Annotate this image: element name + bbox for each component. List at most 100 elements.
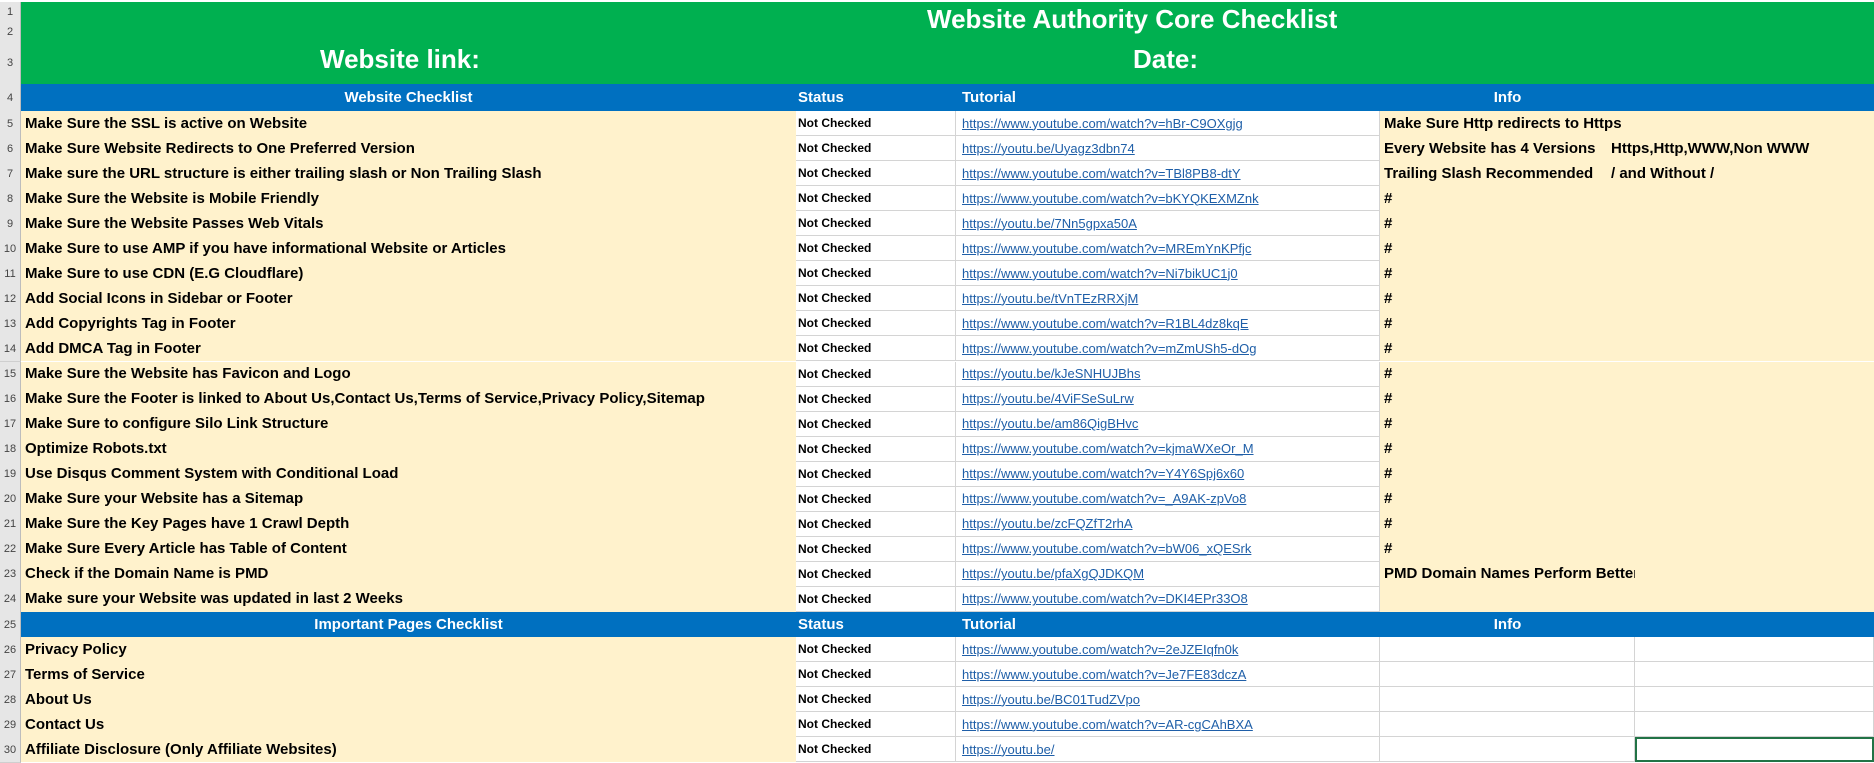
info-cell[interactable] [1380, 586, 1635, 612]
checklist-item[interactable]: Affiliate Disclosure (Only Affiliate Web… [21, 737, 796, 763]
checklist-item[interactable]: Use Disqus Comment System with Condition… [21, 461, 796, 487]
row-header[interactable]: 24 [0, 586, 21, 613]
row-header[interactable]: 29 [0, 712, 21, 739]
status-cell[interactable]: Not Checked [796, 687, 956, 713]
info-extra-cell[interactable] [1635, 386, 1874, 412]
info-cell[interactable]: # [1380, 486, 1635, 512]
info-extra-cell[interactable] [1635, 261, 1874, 287]
checklist-item[interactable]: Make Sure the Key Pages have 1 Crawl Dep… [21, 511, 796, 537]
row-header[interactable]: 30 [0, 737, 21, 763]
info-cell[interactable]: # [1380, 286, 1635, 312]
tutorial-link[interactable]: https://youtu.be/7Nn5gpxa50A [956, 211, 1380, 237]
info-cell[interactable] [1380, 712, 1635, 738]
row-header[interactable]: 15 [0, 361, 21, 388]
row-header[interactable]: 25 [0, 612, 21, 638]
info-extra-cell[interactable] [1635, 687, 1874, 713]
status-cell[interactable]: Not Checked [796, 211, 956, 237]
info-cell[interactable] [1380, 737, 1635, 763]
info-extra-cell[interactable] [1635, 737, 1874, 763]
status-cell[interactable]: Not Checked [796, 186, 956, 212]
info-extra-cell[interactable] [1635, 662, 1874, 688]
checklist-item[interactable]: Check if the Domain Name is PMD [21, 561, 796, 587]
tutorial-link[interactable]: https://www.youtube.com/watch?v=Y4Y6Spj6… [956, 461, 1380, 487]
checklist-item[interactable]: Make Sure Website Redirects to One Prefe… [21, 136, 796, 162]
checklist-item[interactable]: Make Sure the Website has Favicon and Lo… [21, 361, 796, 387]
row-header[interactable]: 6 [0, 136, 21, 163]
checklist-item[interactable]: About Us [21, 687, 796, 713]
info-cell[interactable]: # [1380, 361, 1635, 387]
tutorial-link[interactable]: https://www.youtube.com/watch?v=kjmaWXeO… [956, 436, 1380, 462]
tutorial-link[interactable]: https://www.youtube.com/watch?v=bW06_xQE… [956, 536, 1380, 562]
status-cell[interactable]: Not Checked [796, 461, 956, 487]
info-extra-cell[interactable] [1635, 561, 1874, 587]
info-cell[interactable]: # [1380, 311, 1635, 337]
tutorial-link[interactable]: https://www.youtube.com/watch?v=TBl8PB8-… [956, 161, 1380, 187]
row-header[interactable]: 9 [0, 211, 21, 238]
tutorial-link[interactable]: https://www.youtube.com/watch?v=bKYQKEXM… [956, 186, 1380, 212]
row-header[interactable]: 16 [0, 386, 21, 413]
row-header[interactable]: 18 [0, 436, 21, 463]
info-extra-cell[interactable] [1635, 436, 1874, 462]
row-header[interactable]: 19 [0, 461, 21, 488]
info-extra-cell[interactable] [1635, 311, 1874, 337]
info-cell[interactable]: # [1380, 261, 1635, 287]
tutorial-link[interactable]: https://www.youtube.com/watch?v=Je7FE83d… [956, 662, 1380, 688]
checklist-item[interactable]: Add Social Icons in Sidebar or Footer [21, 286, 796, 312]
row-header[interactable]: 28 [0, 687, 21, 714]
status-cell[interactable]: Not Checked [796, 311, 956, 337]
tutorial-link[interactable]: https://www.youtube.com/watch?v=_A9AK-zp… [956, 486, 1380, 512]
tutorial-link[interactable]: https://www.youtube.com/watch?v=Ni7bikUC… [956, 261, 1380, 287]
row-header[interactable]: 1 [0, 2, 21, 23]
status-cell[interactable]: Not Checked [796, 586, 956, 612]
status-cell[interactable]: Not Checked [796, 161, 956, 187]
info-extra-cell[interactable] [1635, 536, 1874, 562]
checklist-item[interactable]: Make Sure the Footer is linked to About … [21, 386, 796, 412]
info-cell[interactable]: PMD Domain Names Perform Better than EMD… [1380, 561, 1791, 587]
tutorial-link[interactable]: https://youtu.be/tVnTEzRRXjM [956, 286, 1380, 312]
info-extra-cell[interactable] [1635, 712, 1874, 738]
info-extra-cell[interactable] [1635, 136, 1874, 162]
status-cell[interactable]: Not Checked [796, 136, 956, 162]
checklist-item[interactable]: Make Sure the SSL is active on Website [21, 111, 796, 136]
checklist-item[interactable]: Privacy Policy [21, 637, 796, 663]
status-cell[interactable]: Not Checked [796, 236, 956, 262]
info-cell[interactable]: # [1380, 336, 1635, 362]
status-cell[interactable]: Not Checked [796, 261, 956, 287]
tutorial-link[interactable]: https://www.youtube.com/watch?v=DKI4EPr3… [956, 586, 1380, 612]
info-extra-cell[interactable] [1635, 637, 1874, 663]
checklist-item[interactable]: Terms of Service [21, 662, 796, 688]
checklist-item[interactable]: Make Sure Every Article has Table of Con… [21, 536, 796, 562]
row-header[interactable]: 13 [0, 311, 21, 338]
status-cell[interactable]: Not Checked [796, 286, 956, 312]
row-header[interactable]: 22 [0, 536, 21, 563]
info-extra-cell[interactable] [1635, 586, 1874, 612]
info-cell[interactable]: Make Sure Http redirects to Https [1380, 111, 1635, 136]
row-header[interactable]: 12 [0, 286, 21, 313]
tutorial-link[interactable]: https://youtu.be/zcFQZfT2rhA [956, 511, 1380, 537]
info-cell[interactable] [1380, 687, 1635, 713]
info-cell[interactable]: # [1380, 436, 1635, 462]
status-cell[interactable]: Not Checked [796, 386, 956, 412]
info-cell[interactable]: # [1380, 211, 1635, 237]
info-cell[interactable]: Every Website has 4 Versions [1380, 136, 1635, 162]
info-cell[interactable]: # [1380, 386, 1635, 412]
row-header[interactable]: 10 [0, 236, 21, 263]
info-extra-cell[interactable] [1635, 111, 1874, 136]
info-extra-cell[interactable] [1635, 186, 1874, 212]
status-cell[interactable]: Not Checked [796, 536, 956, 562]
row-header[interactable]: 2 [0, 22, 21, 43]
row-header[interactable]: 5 [0, 111, 21, 137]
info-cell[interactable] [1380, 637, 1635, 663]
status-cell[interactable]: Not Checked [796, 662, 956, 688]
checklist-item[interactable]: Add Copyrights Tag in Footer [21, 311, 796, 337]
tutorial-link[interactable]: https://www.youtube.com/watch?v=mZmUSh5-… [956, 336, 1380, 362]
checklist-item[interactable]: Make Sure to use AMP if you have informa… [21, 236, 796, 262]
info-cell[interactable]: # [1380, 236, 1635, 262]
info-extra-cell[interactable] [1635, 511, 1874, 537]
row-header[interactable]: 11 [0, 261, 21, 288]
row-header[interactable]: 21 [0, 511, 21, 538]
tutorial-link[interactable]: https://youtu.be/4ViFSeSuLrw [956, 386, 1380, 412]
info-cell[interactable]: # [1380, 411, 1635, 437]
tutorial-link[interactable]: https://youtu.be/BC01TudZVpo [956, 687, 1380, 713]
status-cell[interactable]: Not Checked [796, 336, 956, 362]
